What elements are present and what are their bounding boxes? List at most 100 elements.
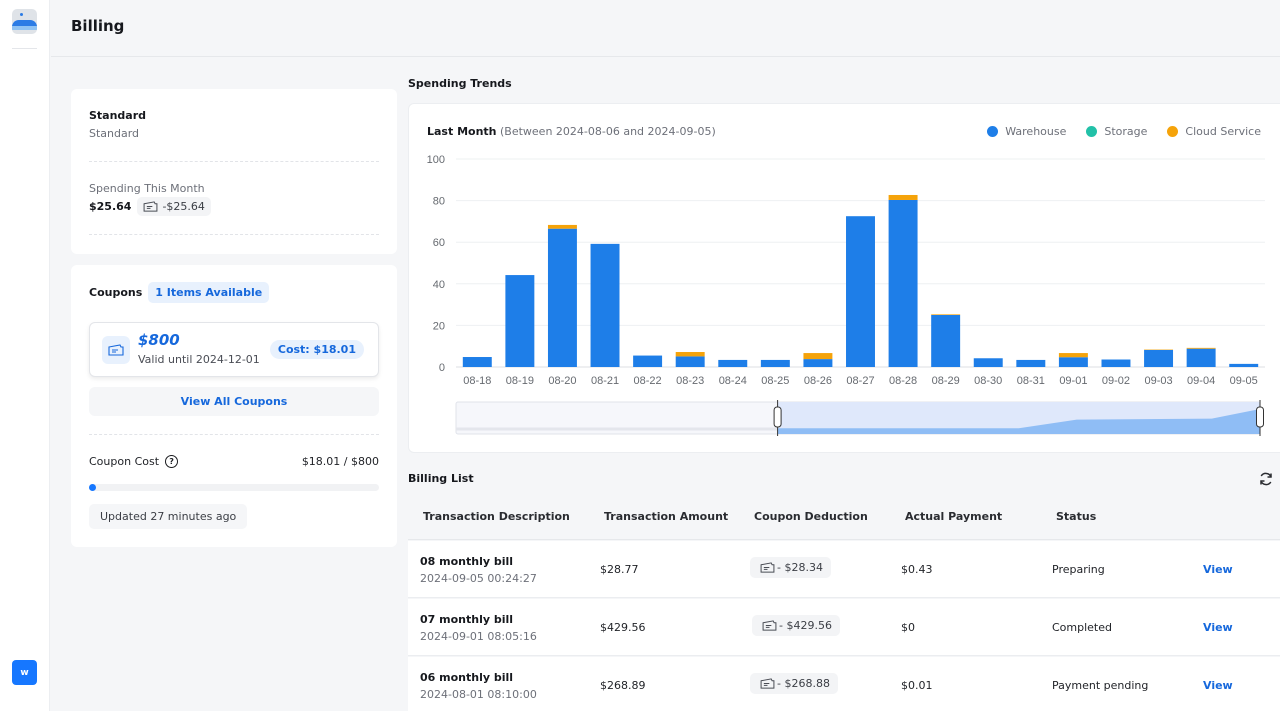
coupon-deduction: - $429.56: [752, 615, 840, 636]
x-tick-label: 08-31: [1017, 375, 1045, 387]
spending-label: Spending This Month: [89, 182, 205, 195]
x-tick-label: 09-02: [1102, 375, 1130, 387]
table-row: 06 monthly bill 2024-08-01 08:10:00 $268…: [408, 657, 1280, 711]
zoom-handle[interactable]: [1256, 406, 1264, 428]
bill-title: 06 monthly bill: [420, 671, 514, 684]
updated-timestamp: Updated 27 minutes ago: [89, 504, 248, 529]
bar-segment-warehouse: [1101, 359, 1131, 367]
bill-status: Payment pending: [1052, 679, 1149, 692]
actual-payment: $0.43: [901, 563, 933, 576]
y-tick-label: 80: [433, 196, 445, 208]
bar-segment-warehouse: [931, 315, 961, 367]
x-tick-label: 08-22: [634, 375, 662, 387]
bar-segment-warehouse: [1186, 348, 1216, 367]
bar-segment-cloud-service: [547, 224, 577, 229]
legend-dot-icon: [1086, 126, 1098, 137]
chart-period-label: Last Month: [427, 125, 497, 138]
sidebar-divider: [12, 48, 37, 49]
coupon-ticket-icon: [762, 620, 777, 631]
divider: [89, 234, 379, 235]
x-tick-label: 09-05: [1230, 375, 1258, 387]
plan-tier: Standard: [89, 127, 140, 140]
y-tick-label: 0: [439, 362, 445, 374]
spending-discount: -$25.64: [137, 197, 211, 216]
zoom-handle[interactable]: [773, 406, 782, 428]
x-tick-label: 08-20: [548, 375, 576, 387]
transaction-amount: $268.89: [600, 679, 646, 692]
bar-segment-cloud-service: [888, 194, 918, 200]
zoom-preview-area: [777, 409, 1260, 434]
chart-legend: Warehouse Storage Cloud Service: [987, 125, 1261, 138]
refresh-button[interactable]: [1254, 467, 1278, 491]
transaction-amount: $28.77: [600, 563, 639, 576]
bar-segment-cloud-service: [931, 314, 961, 315]
coupons-title: Coupons: [89, 286, 143, 299]
coupon-item[interactable]: $800 Valid until 2024-12-01 Cost: $18.01: [89, 322, 379, 377]
actual-payment: $0.01: [901, 679, 933, 692]
bill-title: 07 monthly bill: [420, 613, 514, 626]
view-bill-link[interactable]: View: [1203, 563, 1233, 576]
view-bill-link[interactable]: View: [1203, 679, 1233, 692]
coupons-card: Coupons 1 Items Available $800 Valid unt…: [71, 265, 397, 547]
column-header[interactable]: Status: [1056, 510, 1097, 523]
bill-date: 2024-08-01 08:10:00: [420, 688, 537, 701]
x-tick-label: 08-30: [974, 375, 1002, 387]
x-tick-label: 09-04: [1187, 375, 1215, 387]
x-tick-label: 08-25: [761, 375, 789, 387]
coupon-validity: Valid until 2024-12-01: [138, 353, 260, 366]
legend-item[interactable]: Warehouse: [987, 125, 1066, 138]
app-logo-icon[interactable]: [12, 9, 37, 34]
column-header[interactable]: Transaction Description: [423, 510, 570, 523]
bar-segment-cloud-service: [1186, 347, 1216, 349]
legend-dot-icon: [1167, 126, 1179, 137]
coupon-ticket-icon: [144, 201, 158, 212]
plan-card: Standard Standard Spending This Month $2…: [71, 89, 397, 254]
x-tick-label: 08-24: [719, 375, 747, 387]
coupon-deduction: - $28.34: [750, 557, 831, 578]
bar-segment-cloud-service: [675, 352, 705, 357]
spending-chart-card: Last Month (Between 2024-08-06 and 2024-…: [408, 103, 1280, 453]
help-icon[interactable]: ?: [165, 455, 179, 468]
column-header[interactable]: Transaction Amount: [604, 510, 729, 523]
y-tick-label: 60: [433, 237, 445, 249]
bar-segment-warehouse: [760, 359, 790, 367]
coupon-cost-label: Coupon Cost: [89, 455, 160, 468]
plan-name: Standard: [89, 109, 147, 122]
view-all-coupons-button[interactable]: View All Coupons: [89, 387, 379, 416]
y-tick-label: 20: [433, 320, 445, 332]
transaction-amount: $429.56: [600, 621, 646, 634]
column-header[interactable]: Actual Payment: [905, 510, 1003, 523]
spending-trends-title: Spending Trends: [408, 77, 512, 90]
coupon-cost-progress: [89, 484, 379, 491]
x-tick-label: 08-29: [932, 375, 960, 387]
actual-payment: $0: [901, 621, 915, 634]
coupon-cost-badge: Cost: $18.01: [269, 340, 364, 359]
coupon-ticket-icon: [760, 678, 775, 689]
x-tick-label: 09-01: [1059, 375, 1087, 387]
bar-segment-warehouse: [1058, 357, 1088, 367]
bar-segment-warehouse: [547, 228, 577, 367]
legend-item[interactable]: Storage: [1086, 125, 1147, 138]
bill-date: 2024-09-01 08:05:16: [420, 630, 537, 643]
coupon-cost-progress-fill: [89, 484, 96, 491]
x-tick-label: 08-19: [506, 375, 534, 387]
bill-status: Completed: [1052, 621, 1112, 634]
sidebar: w: [0, 0, 50, 711]
bar-segment-warehouse: [973, 358, 1003, 367]
legend-item[interactable]: Cloud Service: [1167, 125, 1261, 138]
x-tick-label: 08-28: [889, 375, 917, 387]
bar-segment-warehouse: [462, 357, 492, 367]
view-bill-link[interactable]: View: [1203, 621, 1233, 634]
billing-table-header: Transaction Description Transaction Amou…: [408, 502, 1280, 540]
bar-segment-warehouse: [1016, 359, 1046, 367]
y-tick-label: 40: [433, 279, 445, 291]
x-tick-label: 09-03: [1144, 375, 1172, 387]
bar-segment-warehouse: [888, 199, 918, 367]
column-header[interactable]: Coupon Deduction: [754, 510, 868, 523]
user-avatar[interactable]: w: [12, 660, 37, 685]
chart-period: Last Month (Between 2024-08-06 and 2024-…: [427, 125, 716, 138]
x-tick-label: 08-23: [676, 375, 704, 387]
coupon-amount: $800: [138, 331, 180, 349]
bar-segment-warehouse: [675, 356, 705, 367]
divider: [89, 161, 379, 162]
